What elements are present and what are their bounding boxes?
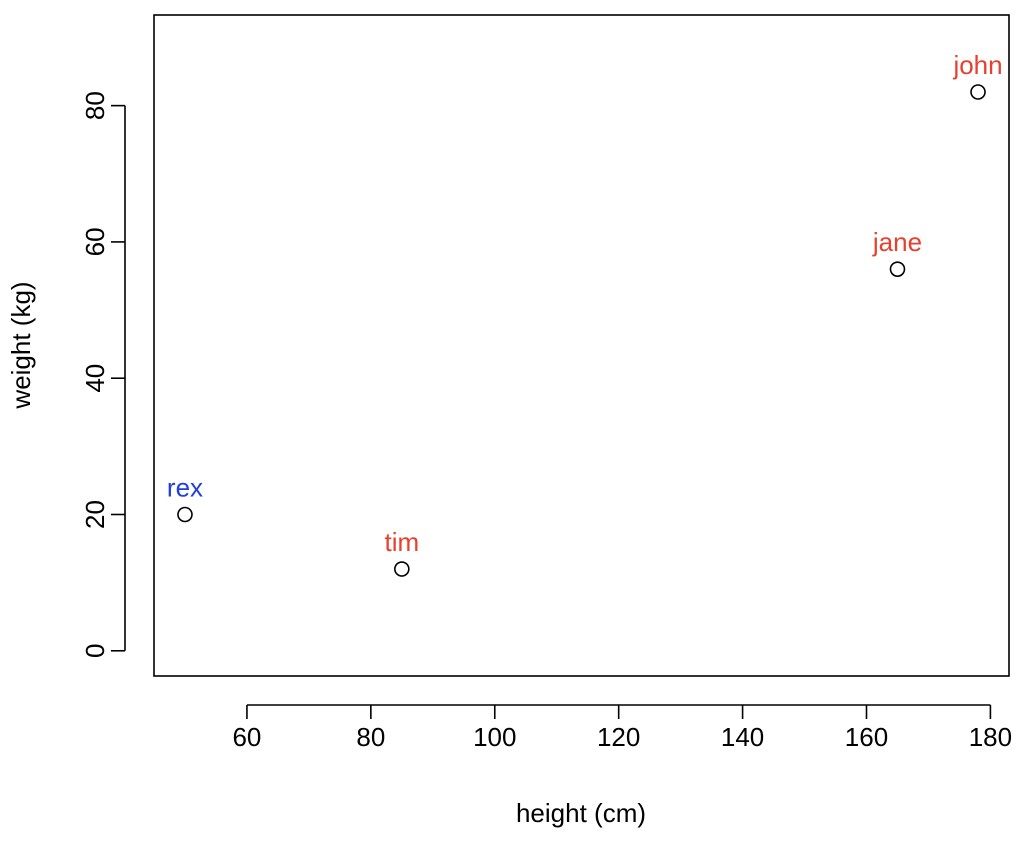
y-axis-title: weight (kg) — [6, 281, 36, 409]
point-label-rex: rex — [167, 472, 203, 502]
data-point-tim — [394, 561, 410, 577]
data-point-john — [970, 84, 986, 100]
y-tick-label: 0 — [80, 644, 110, 658]
x-axis: 60 80 100 120 140 160 180 — [232, 704, 1012, 752]
plot-area-box — [153, 14, 1010, 677]
y-axis: 0 20 40 60 80 — [80, 91, 126, 658]
data-point-jane — [889, 261, 906, 277]
x-tick-label: 180 — [969, 722, 1012, 752]
x-tick-label: 60 — [232, 722, 261, 752]
x-tick-label: 100 — [473, 722, 516, 752]
y-tick-label: 20 — [80, 500, 110, 529]
y-tick-label: 40 — [80, 364, 110, 393]
y-tick-label: 80 — [80, 91, 110, 120]
x-tick-label: 80 — [356, 722, 385, 752]
data-points: john jane rex tim — [167, 50, 1003, 577]
x-tick-label: 140 — [721, 722, 764, 752]
x-tick-label: 160 — [845, 722, 888, 752]
point-label-tim: tim — [384, 527, 419, 557]
point-label-john: john — [952, 50, 1002, 80]
point-label-jane: jane — [872, 227, 922, 257]
data-point-rex — [177, 506, 193, 523]
y-tick-label: 60 — [80, 227, 110, 256]
x-tick-label: 120 — [597, 722, 640, 752]
x-axis-title: height (cm) — [516, 798, 646, 828]
